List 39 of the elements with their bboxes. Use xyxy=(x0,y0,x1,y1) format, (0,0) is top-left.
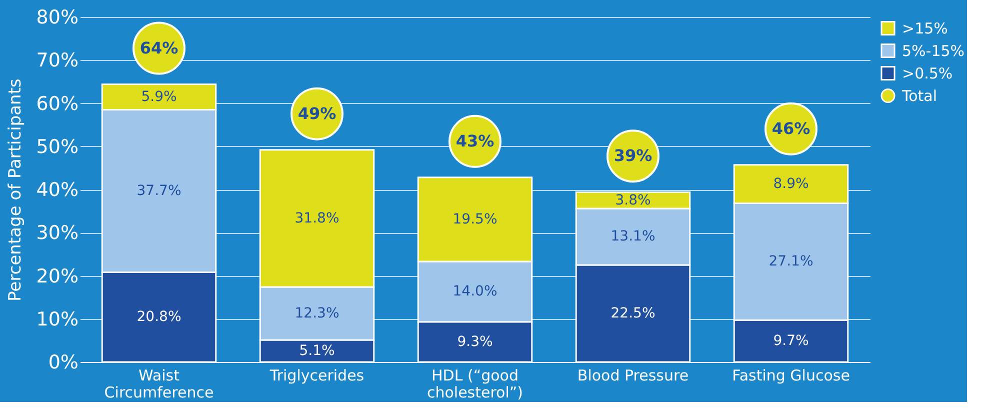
y-tick-label: 80% xyxy=(36,6,78,28)
data-label: 14.0% xyxy=(452,284,498,300)
y-tick-label: 30% xyxy=(36,222,78,244)
y-tick-label: 20% xyxy=(36,265,78,288)
x-tick-label: Blood Pressure xyxy=(577,366,689,384)
data-label: 31.8% xyxy=(294,210,340,226)
data-label: 37.7% xyxy=(136,183,182,200)
y-axis-title: Percentage of Participants xyxy=(5,78,26,302)
legend-label: >0.5% xyxy=(902,64,953,82)
y-tick-label: 0% xyxy=(48,352,78,374)
data-label: 5.1% xyxy=(299,343,335,360)
y-tick-label: 10% xyxy=(36,308,78,330)
total-label: 64% xyxy=(140,38,178,58)
y-tick-label: 70% xyxy=(36,50,78,72)
data-label: 9.3% xyxy=(457,334,493,350)
data-label: 8.9% xyxy=(773,176,809,192)
data-label: 12.3% xyxy=(294,305,340,322)
data-label: 3.8% xyxy=(615,192,651,208)
x-tick-label: Fasting Glucose xyxy=(732,366,850,384)
total-label: 46% xyxy=(772,118,810,138)
y-tick-label: 50% xyxy=(36,136,78,158)
x-tick-label: HDL (“good cholesterol”) xyxy=(426,366,524,402)
total-label: 39% xyxy=(614,146,652,166)
data-label: 19.5% xyxy=(452,211,498,228)
data-label: 13.1% xyxy=(610,228,656,245)
text: Total xyxy=(901,86,938,105)
x-tick-label: Triglycerides xyxy=(268,366,364,384)
x-tick-label: Waist Circumference xyxy=(104,366,214,402)
data-label: 9.7% xyxy=(773,333,809,350)
data-label: 20.8% xyxy=(136,309,182,326)
legend-label: 5%-15% xyxy=(902,42,965,60)
y-tick-label: 60% xyxy=(36,92,78,115)
data-label: 22.5% xyxy=(610,305,656,322)
data-label: 5.9% xyxy=(141,88,177,105)
total-label: 43% xyxy=(456,131,494,150)
data-label: 27.1% xyxy=(768,254,814,270)
y-tick-label: 40% xyxy=(36,179,78,201)
legend-label: >15% xyxy=(902,19,948,38)
total-label: 49% xyxy=(298,104,336,123)
